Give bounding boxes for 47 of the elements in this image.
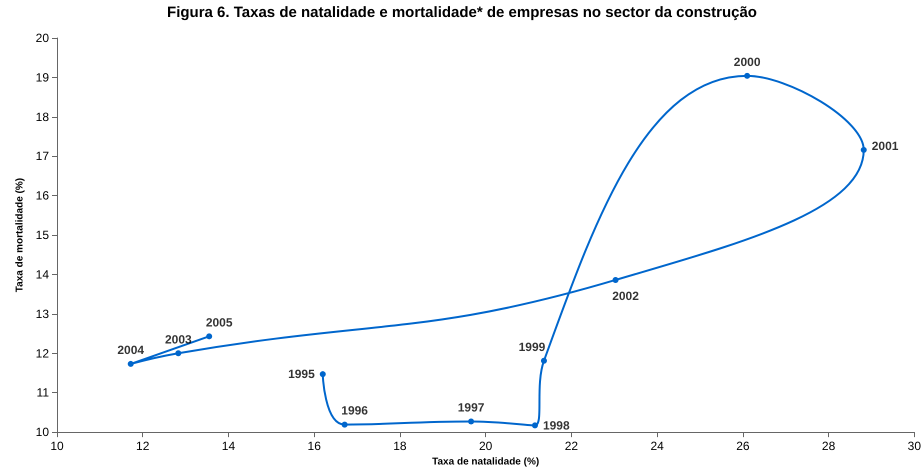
annotation: 1996 <box>341 404 368 418</box>
x-tick-label: 18 <box>393 439 407 454</box>
annotation: 2001 <box>872 138 899 153</box>
x-axis-title: Taxa de natalidade (%) <box>432 456 540 468</box>
x-tick-label: 20 <box>478 439 493 454</box>
x-tick-label: 22 <box>564 439 578 454</box>
annotation: 2002 <box>612 288 640 303</box>
x-tick-label: 14 <box>222 439 236 454</box>
point <box>532 422 538 428</box>
y-tick-label: 18 <box>36 110 50 124</box>
annotation: 1998 <box>542 418 570 432</box>
point <box>612 276 619 283</box>
y-tick-label: 10 <box>36 425 50 440</box>
y-tick-label: 19 <box>36 70 50 84</box>
y-tick-label: 15 <box>36 228 50 242</box>
point <box>540 358 547 364</box>
x-tick-label: 16 <box>308 439 322 454</box>
y-tick-label: 16 <box>36 188 50 203</box>
chart-title: Figura 6. Taxas de natalidade e mortalidade* de empresas no sector da construção <box>167 4 757 21</box>
annotation: 2005 <box>206 315 233 330</box>
annotation: 1997 <box>458 400 485 414</box>
x-tick-label: 10 <box>50 439 64 454</box>
point <box>206 333 212 340</box>
x-tick-label: 24 <box>650 439 664 454</box>
point <box>342 422 348 428</box>
point <box>744 72 750 79</box>
annotation: 2003 <box>164 332 192 346</box>
annotation: 1999 <box>518 340 546 354</box>
point <box>175 350 182 356</box>
y-tick-label: 13 <box>36 306 50 321</box>
x-tick-label: 28 <box>822 439 836 454</box>
point <box>128 360 134 367</box>
point <box>860 146 867 153</box>
annotation: 2000 <box>734 54 761 69</box>
y-tick-label: 14 <box>36 267 50 282</box>
y-axis-title: Taxa de mortalidade (%) <box>14 178 26 292</box>
x-tick-label: 12 <box>136 439 150 454</box>
annotation: 2004 <box>117 342 144 357</box>
point <box>468 418 474 424</box>
y-tick-label: 17 <box>36 149 50 164</box>
point <box>320 371 326 378</box>
x-tick-label: 30 <box>908 439 922 454</box>
y-tick-label: 20 <box>36 31 50 45</box>
y-tick-label: 12 <box>36 346 50 360</box>
annotation: 1995 <box>288 367 316 382</box>
x-tick-label: 26 <box>736 439 750 454</box>
y-tick-label: 11 <box>36 386 50 400</box>
